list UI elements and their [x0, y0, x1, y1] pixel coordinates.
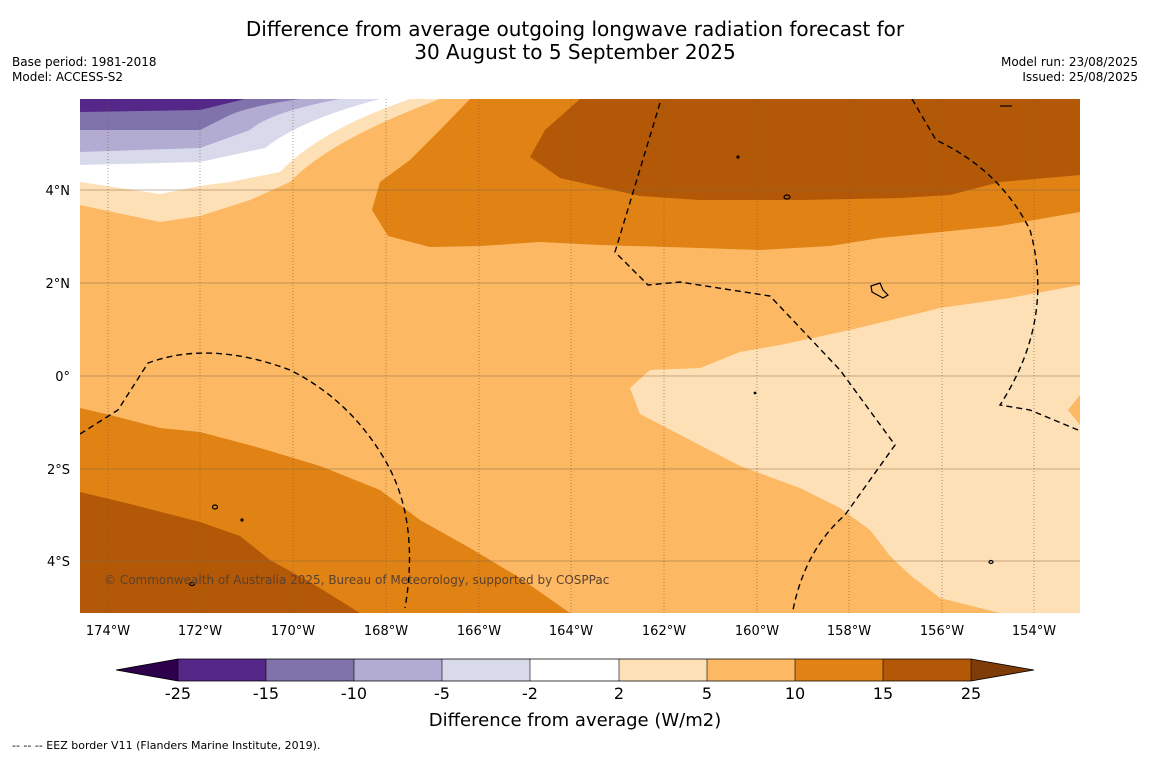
lon-label: 168°W — [364, 624, 408, 639]
lon-label: 156°W — [920, 624, 964, 639]
colorbar-tick: -15 — [253, 684, 279, 703]
colorbar-tick: 5 — [702, 684, 712, 703]
colorbar-tick: -5 — [434, 684, 450, 703]
lon-label: 166°W — [457, 624, 501, 639]
colorbar-extend-min — [116, 659, 178, 681]
eez-footnote: -- -- -- EEZ border V11 (Flanders Marine… — [12, 739, 321, 752]
lon-label: 172°W — [178, 624, 222, 639]
chart-title: Difference from average outgoing longwav… — [0, 18, 1150, 64]
colorbar-tick: 10 — [785, 684, 805, 703]
meta-right: Model run: 23/08/2025 Issued: 25/08/2025 — [1001, 55, 1138, 85]
lon-label: 160°W — [735, 624, 779, 639]
colorbar-swatch — [707, 659, 795, 681]
lon-label: 154°W — [1012, 624, 1056, 639]
colorbar-swatch — [530, 659, 619, 681]
lat-label: 4°S — [47, 555, 70, 570]
lon-label: 164°W — [549, 624, 593, 639]
copyright-text: © Commonwealth of Australia 2025, Bureau… — [104, 573, 609, 587]
colorbar-tick: -2 — [522, 684, 538, 703]
anomaly-15-25-south — [80, 492, 360, 613]
longitude-axis: 174°W 172°W 170°W 168°W 166°W 164°W 162°… — [86, 624, 1056, 639]
map-panel: © Commonwealth of Australia 2025, Bureau… — [80, 99, 1080, 613]
meta-left: Base period: 1981-2018 Model: ACCESS-S2 — [12, 55, 157, 85]
colorbar: -25 -15 -10 -5 -2 2 5 10 15 25 Differenc… — [115, 658, 1035, 731]
colorbar-tick: 25 — [961, 684, 981, 703]
colorbar-swatch — [619, 659, 707, 681]
lat-label: 2°N — [46, 277, 71, 292]
anomaly-15-25-north — [530, 99, 1080, 200]
model-run-text: Model run: 23/08/2025 — [1000, 55, 1138, 69]
lon-label: 162°W — [642, 624, 686, 639]
colorbar-swatch — [442, 659, 530, 681]
latitude-gridlines — [80, 189, 1080, 562]
colorbar-dividers — [177, 659, 972, 681]
colorbar-tick: -10 — [341, 684, 367, 703]
colorbar-swatch — [795, 659, 883, 681]
anomaly-2-5-east — [630, 285, 1080, 613]
lon-label: 174°W — [86, 624, 130, 639]
lon-label: 170°W — [271, 624, 315, 639]
colorbar-extend-max — [971, 659, 1034, 681]
colorbar-title: Difference from average (W/m2) — [429, 710, 721, 731]
colorbar-swatch — [266, 659, 354, 681]
title-line-1: Difference from average outgoing longwav… — [245, 17, 905, 41]
base-period-text: Base period: 1981-2018 — [12, 55, 157, 69]
colorbar-tick: 2 — [614, 684, 624, 703]
colorbar-tick: 15 — [873, 684, 893, 703]
latitude-axis: 4°N 2°N 0° 2°S 4°S — [46, 184, 71, 570]
issued-text: Issued: 25/08/2025 — [1022, 70, 1138, 84]
lon-label: 158°W — [827, 624, 871, 639]
colorbar-swatch — [178, 659, 266, 681]
lat-label: 4°N — [46, 184, 71, 199]
colorbar-tick: -25 — [165, 684, 191, 703]
lat-label: 0° — [55, 370, 70, 385]
colorbar-swatch — [354, 659, 442, 681]
anomaly-neg15-neg25 — [80, 99, 245, 112]
islands — [188, 105, 1012, 587]
eez-borders — [80, 99, 1079, 611]
lat-label: 2°S — [47, 463, 70, 478]
model-text: Model: ACCESS-S2 — [12, 70, 124, 84]
colorbar-swatch — [883, 659, 971, 681]
title-line-2: 30 August to 5 September 2025 — [414, 40, 736, 64]
